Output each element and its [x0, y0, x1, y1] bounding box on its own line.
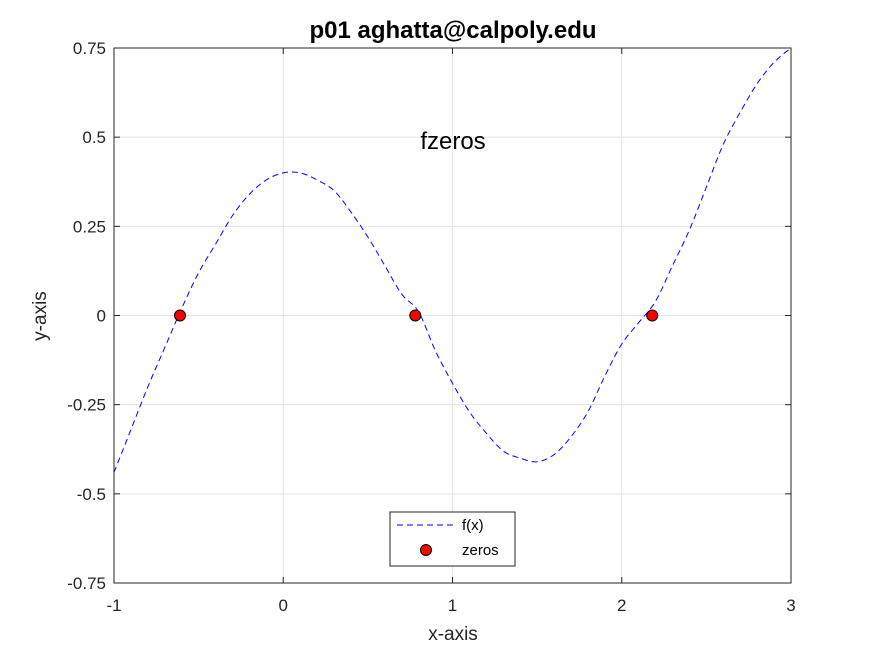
y-axis-label: y-axis — [30, 291, 51, 341]
legend-label-fx: f(x) — [462, 517, 484, 534]
chart-title: p01 aghatta@calpoly.edu — [309, 17, 596, 44]
legend-marker-zeros — [420, 544, 432, 556]
legend-label-zeros: zeros — [462, 542, 499, 559]
zero-marker — [646, 309, 659, 322]
x-tick-label: 3 — [786, 596, 795, 615]
fx-curve — [113, 47, 792, 473]
series-layer — [113, 47, 792, 473]
y-tick-label: 0.5 — [82, 128, 106, 147]
zero-marker — [409, 309, 422, 322]
x-tick-label: 1 — [448, 596, 457, 615]
x-axis-ticks: -1 0 1 2 3 — [106, 48, 796, 615]
x-tick-label: -1 — [106, 596, 121, 615]
y-tick-label: -0.75 — [67, 574, 106, 593]
y-tick-label: -0.5 — [77, 485, 106, 504]
y-tick-label: 0.75 — [73, 39, 106, 58]
y-tick-label: 0 — [97, 307, 106, 326]
annotation-text: fzeros — [420, 128, 485, 155]
x-axis-label: x-axis — [428, 624, 478, 645]
legend-box — [389, 511, 516, 567]
zero-marker — [174, 309, 187, 322]
y-tick-label: -0.25 — [67, 396, 106, 415]
x-tick-label: 0 — [279, 596, 288, 615]
x-tick-label: 2 — [617, 596, 626, 615]
y-tick-label: 0.25 — [73, 217, 106, 236]
y-axis-ticks: 0.75 0.5 0.25 0 -0.25 -0.5 -0.75 — [67, 39, 791, 593]
legend: f(x) zeros — [389, 511, 516, 567]
